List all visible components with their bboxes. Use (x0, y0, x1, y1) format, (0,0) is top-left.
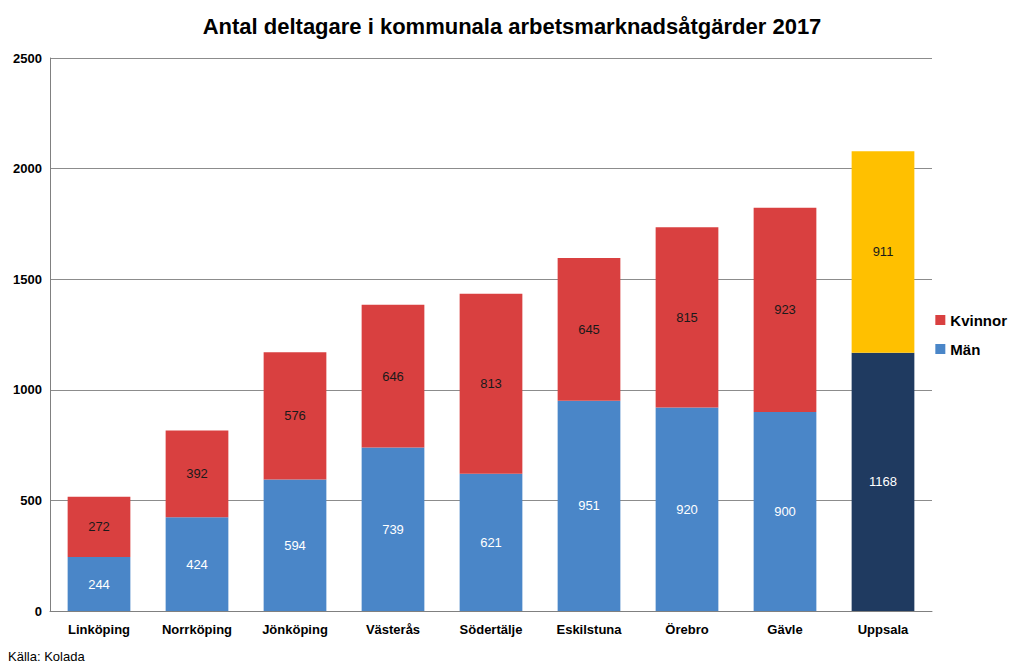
svg-text:Antal deltagare i kommunala ar: Antal deltagare i kommunala arbetsmarkna… (203, 14, 822, 39)
svg-text:Uppsala: Uppsala (858, 622, 909, 637)
svg-text:1168: 1168 (869, 474, 897, 489)
svg-text:424: 424 (186, 557, 208, 572)
svg-text:Södertälje: Södertälje (460, 622, 523, 637)
svg-text:900: 900 (774, 504, 796, 519)
svg-text:2500: 2500 (13, 51, 42, 66)
svg-text:392: 392 (186, 466, 208, 481)
svg-text:Män: Män (950, 341, 980, 358)
svg-text:Eskilstuna: Eskilstuna (556, 622, 622, 637)
svg-text:920: 920 (676, 502, 698, 517)
svg-text:645: 645 (578, 322, 600, 337)
svg-text:272: 272 (88, 519, 110, 534)
svg-text:Norrköping: Norrköping (162, 622, 232, 637)
svg-text:Jönköping: Jönköping (262, 622, 328, 637)
svg-text:815: 815 (676, 310, 698, 325)
svg-text:500: 500 (20, 493, 42, 508)
svg-text:244: 244 (88, 577, 110, 592)
svg-text:0: 0 (35, 604, 42, 619)
svg-text:1000: 1000 (13, 382, 42, 397)
svg-text:1500: 1500 (13, 272, 42, 287)
svg-text:911: 911 (873, 244, 894, 259)
svg-text:646: 646 (382, 369, 404, 384)
svg-text:923: 923 (774, 302, 796, 317)
svg-text:Källa: Kolada: Källa: Kolada (8, 649, 85, 664)
svg-text:Kvinnor: Kvinnor (950, 312, 1007, 329)
svg-text:951: 951 (578, 498, 600, 513)
svg-text:594: 594 (284, 538, 306, 553)
svg-text:Västerås: Västerås (366, 622, 420, 637)
svg-text:2000: 2000 (13, 161, 42, 176)
svg-text:621: 621 (480, 535, 502, 550)
svg-text:Linköping: Linköping (68, 622, 130, 637)
svg-text:Gävle: Gävle (767, 622, 802, 637)
svg-text:739: 739 (382, 522, 404, 537)
svg-text:Örebro: Örebro (665, 622, 708, 637)
svg-text:813: 813 (480, 376, 502, 391)
svg-text:576: 576 (284, 408, 306, 423)
